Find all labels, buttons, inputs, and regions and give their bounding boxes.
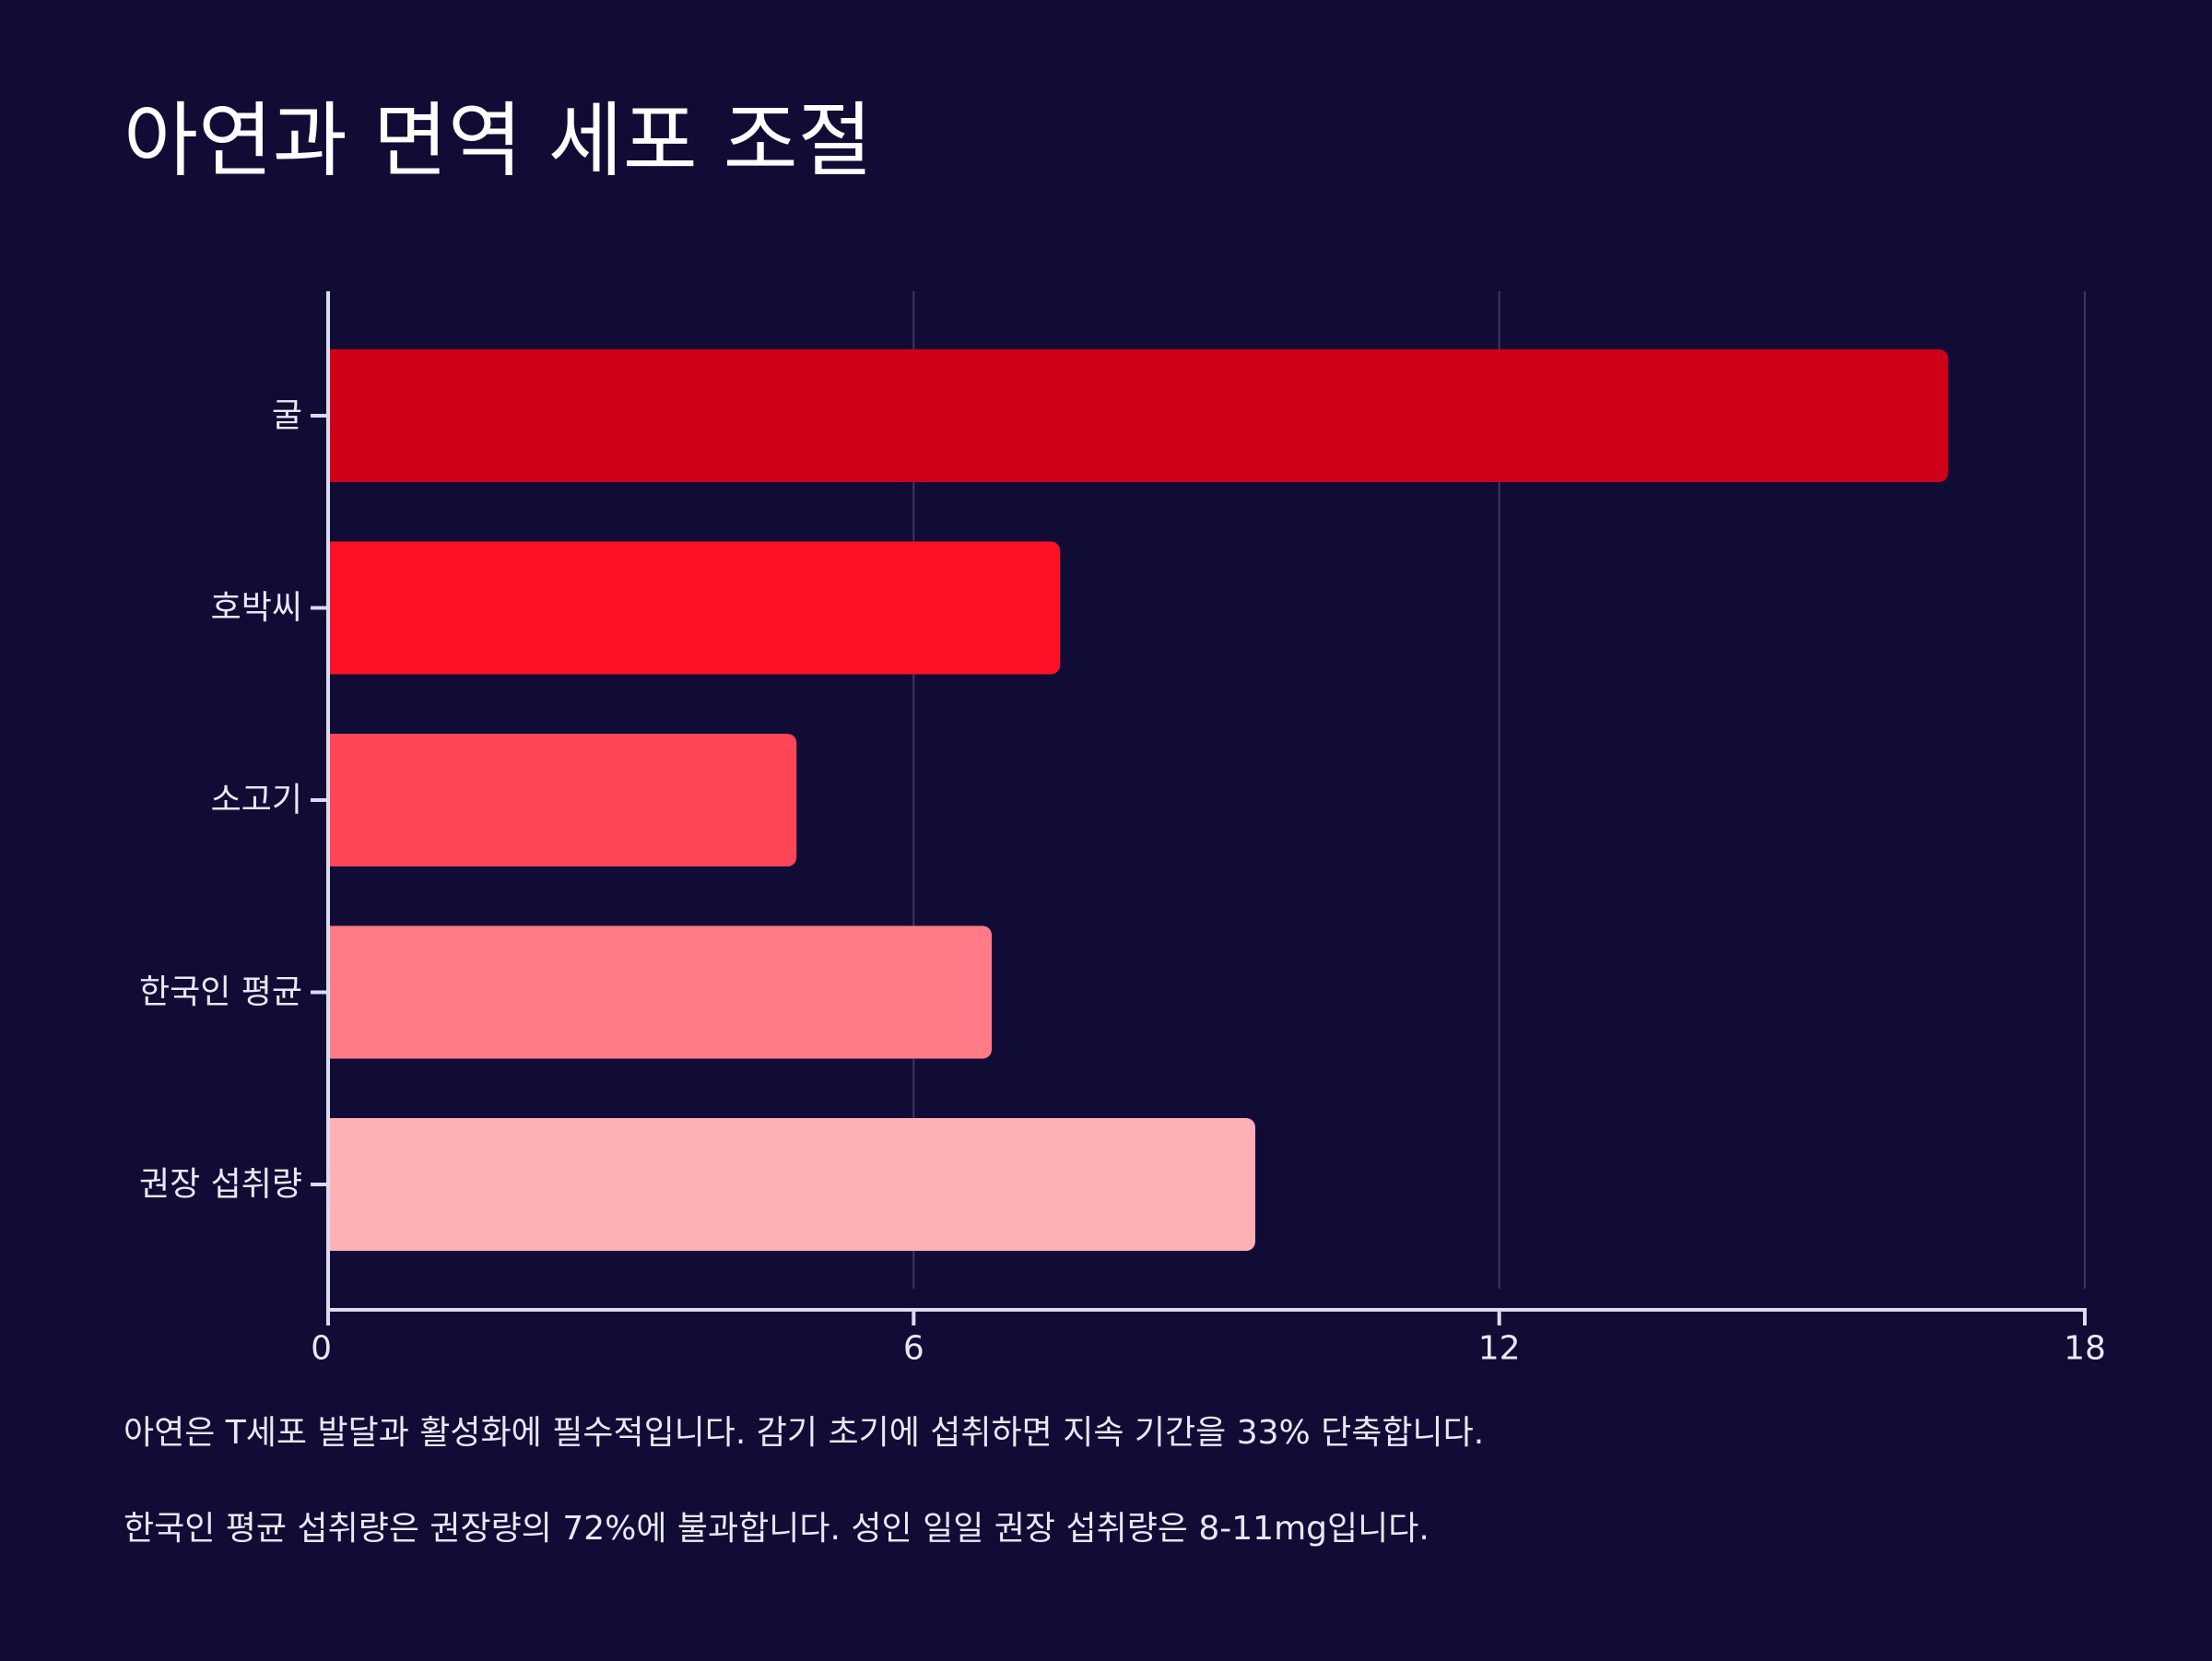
x-tick-label-6: 6 [903,1330,924,1368]
x-tick-label-18: 18 [2064,1330,2106,1368]
bar-4 [328,925,993,1059]
bar-2 [328,541,1061,675]
bar-5-base [328,1118,339,1251]
bar-1-base [328,349,339,482]
y-tick-label-1: 굴 [272,397,302,435]
bar-3-base [328,734,339,866]
y-tick-label-3: 소고기 [211,782,302,819]
footnote-1: 아연은 T세포 발달과 활성화에 필수적입니다. 감기 초기에 섭취하면 지속 … [124,1414,1485,1452]
chart-title: 아연과 면역 세포 조절 [124,93,873,188]
x-tick-label-0: 0 [311,1330,332,1368]
x-tick-label-12: 12 [1478,1330,1521,1368]
footnote-2: 한국인 평균 섭취량은 권장량의 72%에 불과합니다. 성인 일일 권장 섭취… [124,1510,1430,1548]
bars [328,349,1948,1251]
x-tick-labels: 0 6 12 18 [311,1310,2106,1368]
bar-5 [328,1118,1255,1251]
y-tick-label-2: 호박씨 [211,589,302,627]
bar-2-base [328,541,339,675]
bar-3 [328,734,797,866]
bar-1 [328,349,1948,482]
bar-4-base [328,925,339,1059]
y-tick-label-4: 한국인 평균 [139,973,302,1011]
y-tick-label-5: 권장 섭취량 [139,1166,302,1204]
